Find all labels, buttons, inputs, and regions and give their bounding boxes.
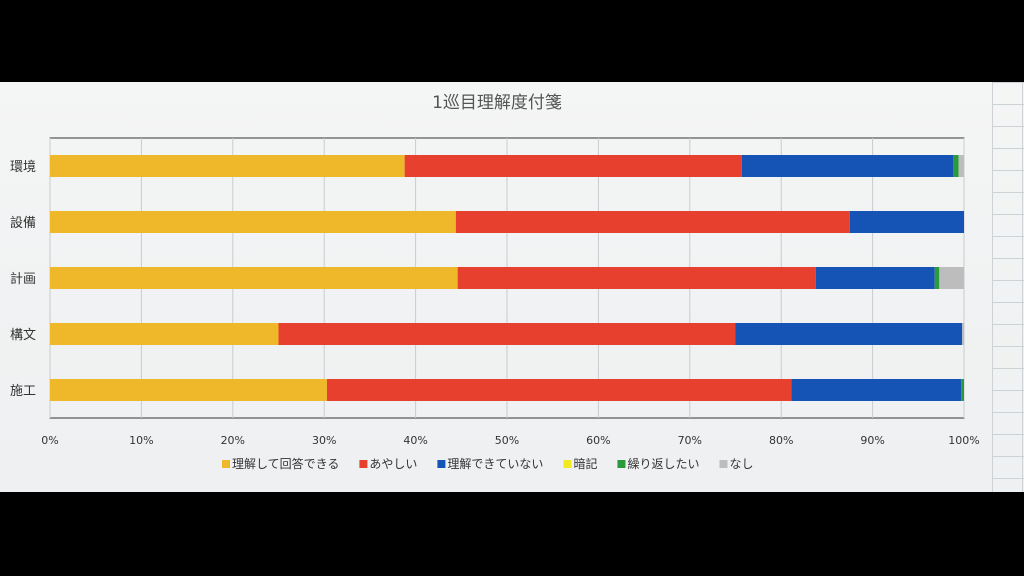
bar-segment: [457, 267, 816, 289]
bars-group: [50, 155, 964, 401]
legend-swatch: [719, 460, 728, 468]
category-label: 環境: [10, 160, 36, 175]
category-label: 構文: [10, 328, 36, 343]
legend-swatch: [617, 460, 626, 468]
bar-segment: [849, 211, 964, 233]
x-tick-labels: 0% 10% 20% 30% 40% 50% 60% 70% 80% 90% 100%: [41, 434, 979, 447]
spreadsheet-grid: [992, 82, 1024, 492]
bar-segment: [939, 267, 964, 289]
bar-segment: [455, 211, 850, 233]
category-label: 施工: [10, 384, 36, 399]
x-tick-label: 90%: [860, 434, 884, 447]
x-tick-label: 100%: [948, 434, 979, 447]
x-tick-label: 30%: [312, 434, 336, 447]
bar-segment: [735, 323, 963, 345]
bar-segment: [958, 155, 964, 177]
x-tick-label: 0%: [41, 434, 58, 447]
x-tick-label: 50%: [495, 434, 519, 447]
bar-segment: [50, 323, 279, 345]
bar-segment: [278, 323, 736, 345]
legend-label: なし: [729, 457, 753, 471]
x-tick-label: 70%: [678, 434, 702, 447]
bar-segment: [961, 379, 964, 401]
legend-label: 暗記: [573, 456, 597, 471]
x-tick-label: 10%: [129, 434, 153, 447]
legend-swatch: [563, 460, 572, 468]
legend-swatch: [359, 460, 368, 468]
chart-title: 1巡目理解度付箋: [432, 93, 562, 113]
bar-segment: [404, 155, 742, 177]
bar-segment: [50, 211, 456, 233]
x-tick-label: 20%: [221, 434, 245, 447]
legend-swatch: [222, 460, 230, 468]
bar-segment: [791, 379, 962, 401]
chart-photo: 1巡目理解度付箋 環境設備計画構文施工 0% 10% 20% 30% 40% 50% 60%…: [0, 82, 1024, 492]
legend-label: あやしい: [369, 457, 417, 471]
bar-segment: [934, 267, 940, 289]
bar-segment: [953, 155, 959, 177]
bar-segment: [50, 267, 458, 289]
bar-segment: [815, 267, 935, 289]
category-label: 計画: [10, 271, 36, 287]
legend: 理解して回答できる あやしい 理解できていない 暗記 繰り返したい なし: [222, 456, 753, 471]
legend-swatch: [437, 460, 446, 468]
legend-label: 理解できていない: [447, 457, 543, 471]
legend-label: 理解して回答できる: [232, 456, 339, 471]
x-tick-label: 60%: [586, 434, 610, 447]
x-tick-label: 80%: [769, 434, 793, 447]
bar-segment: [326, 379, 792, 401]
category-label: 設備: [10, 215, 36, 231]
bar-segment: [962, 323, 964, 345]
legend-label: 繰り返したい: [627, 457, 699, 471]
bar-segment: [50, 155, 405, 177]
bar-segment: [50, 379, 327, 401]
bar-segment: [741, 155, 954, 177]
x-tick-label: 40%: [403, 434, 427, 447]
